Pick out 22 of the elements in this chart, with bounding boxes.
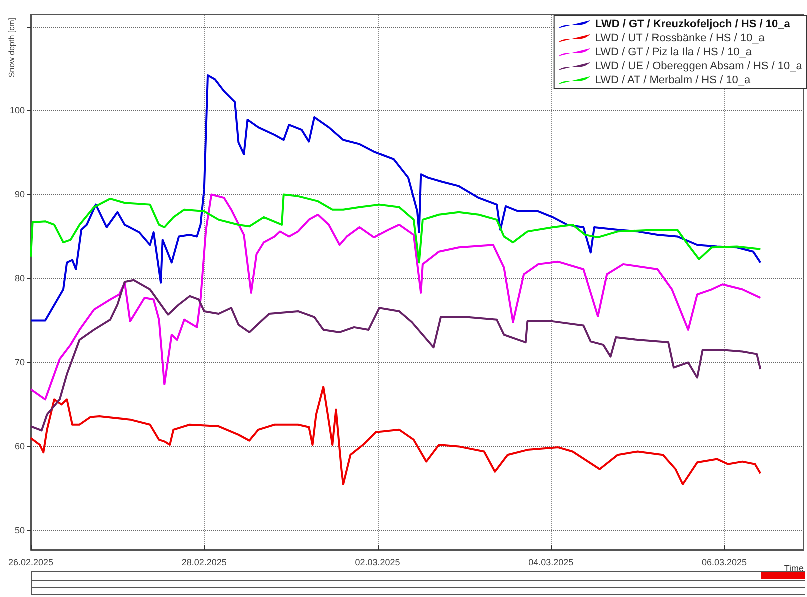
x-tick-label: 06.03.2025 — [702, 558, 748, 568]
y-axis-title: Snow depth [cm] — [8, 18, 16, 78]
y-tick-label: 50 — [14, 526, 25, 536]
x-tick-label: 26.02.2025 — [8, 558, 54, 568]
x-tick-label: 02.03.2025 — [355, 558, 400, 568]
legend-label: LWD / UE / Obereggen Absam / HS / 10_a — [595, 60, 804, 72]
x-tick-label: 04.03.2025 — [528, 558, 574, 568]
legend-label: LWD / AT / Merbalm / HS / 10_a — [595, 74, 752, 86]
y-tick-label: 60 — [14, 442, 25, 452]
line-series — [30, 194, 762, 264]
y-tick-label: 100 — [10, 106, 25, 116]
line-series — [30, 279, 762, 432]
line-series — [30, 386, 762, 486]
legend-label: LWD / GT / Kreuzkofeljoch / HS / 10_a — [595, 18, 792, 30]
y-tick-label: 70 — [14, 358, 25, 368]
line-series — [30, 194, 762, 401]
line-series — [30, 74, 762, 322]
y-tick-label: 90 — [14, 190, 25, 200]
legend-label: LWD / UT / Rossbänke / HS / 10_a — [595, 32, 766, 44]
y-tick-label: 80 — [14, 274, 25, 284]
legend-label: LWD / GT / Piz la Ila / HS / 10_a — [595, 46, 753, 58]
x-tick-label: 28.02.2025 — [182, 558, 227, 568]
